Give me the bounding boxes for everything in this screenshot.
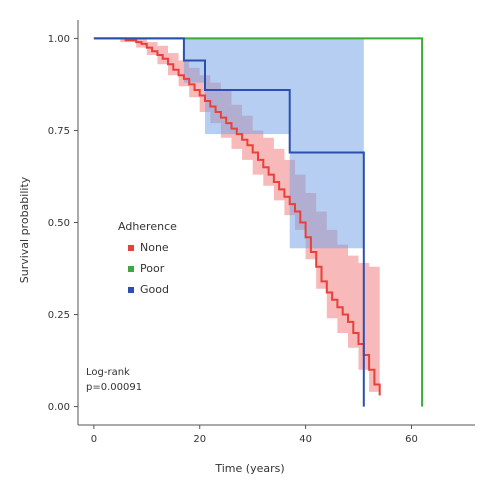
legend-swatch-poor (128, 266, 134, 272)
survival-line-good (93, 37, 365, 407)
survival-line-none (93, 37, 381, 396)
logrank-label: Log-rank (86, 367, 130, 378)
x-axis-label: Time (years) (214, 462, 284, 475)
y-tick-label: 0.75 (48, 126, 70, 137)
logrank-pvalue: p=0.00091 (86, 382, 142, 393)
legend: Adherence None Poor Good (118, 220, 177, 296)
legend-item-good: Good (128, 283, 169, 296)
y-tick-label: 0.25 (48, 310, 70, 321)
y-tick-label: 0.00 (48, 402, 70, 413)
y-axis-label: Survival probability (18, 176, 31, 283)
legend-item-none: None (128, 241, 169, 254)
plot-layer (93, 37, 424, 407)
legend-label-good: Good (140, 283, 169, 296)
legend-item-poor: Poor (128, 262, 165, 275)
survival-line-poor (93, 37, 424, 407)
logrank-annotation: Log-rank p=0.00091 (86, 367, 142, 393)
x-tick-label: 40 (299, 434, 312, 445)
x-tick-label: 20 (193, 434, 206, 445)
x-tick-label: 60 (405, 434, 418, 445)
confidence-band-good (93, 38, 364, 407)
legend-swatch-none (128, 245, 134, 251)
x-tick-label: 0 (91, 434, 97, 445)
y-tick-label: 1.00 (48, 34, 70, 45)
axis-layer: 0.00 0.25 0.50 0.75 1.00 0 20 40 60 (48, 20, 475, 445)
legend-label-poor: Poor (140, 262, 165, 275)
legend-swatch-good (128, 287, 134, 293)
legend-label-none: None (140, 241, 169, 254)
legend-title: Adherence (118, 220, 177, 233)
y-tick-label: 0.50 (48, 218, 70, 229)
